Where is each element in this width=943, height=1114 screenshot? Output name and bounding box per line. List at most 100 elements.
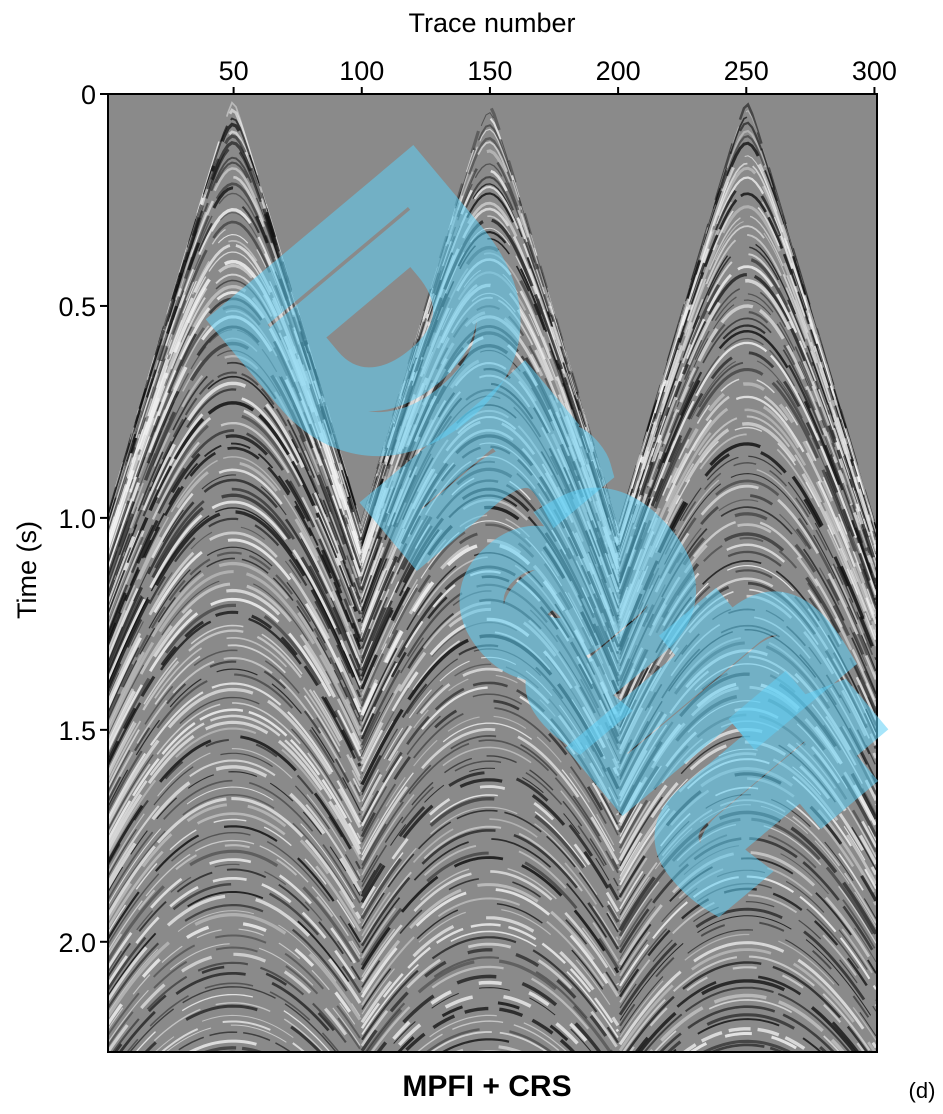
reflection bbox=[619, 608, 877, 769]
reflection bbox=[622, 955, 872, 1052]
reflection bbox=[108, 610, 362, 767]
reflection bbox=[360, 271, 620, 565]
reflection bbox=[360, 883, 620, 997]
reflection bbox=[108, 765, 362, 893]
reflection bbox=[165, 1024, 301, 1052]
reflection bbox=[618, 329, 877, 590]
reflection bbox=[118, 972, 348, 1052]
reflection bbox=[361, 674, 619, 820]
reflection bbox=[360, 245, 620, 556]
reflection bbox=[361, 693, 619, 836]
reflection bbox=[619, 473, 877, 672]
reflection bbox=[618, 941, 877, 1049]
reflection bbox=[108, 557, 361, 726]
reflection bbox=[108, 263, 362, 556]
reflection bbox=[618, 341, 877, 596]
reflection bbox=[618, 772, 877, 902]
reflection bbox=[361, 305, 619, 579]
x-tick-label: 200 bbox=[596, 56, 641, 86]
reflection bbox=[360, 829, 620, 950]
reflection bbox=[108, 858, 362, 972]
reflection bbox=[135, 993, 331, 1052]
reflection bbox=[618, 728, 877, 865]
reflection bbox=[108, 192, 361, 534]
chart-title: MPFI + CRS bbox=[402, 1070, 571, 1103]
reflection bbox=[619, 467, 877, 668]
reflection bbox=[108, 687, 362, 829]
x-tick-label: 150 bbox=[467, 56, 512, 86]
reflection bbox=[361, 349, 619, 599]
reflection bbox=[376, 974, 602, 1052]
y-tick-label: 0.5 bbox=[58, 292, 96, 322]
reflection bbox=[390, 993, 588, 1052]
reflection bbox=[618, 205, 877, 544]
reflection bbox=[108, 720, 362, 855]
reflection bbox=[108, 510, 362, 693]
reflection bbox=[108, 434, 362, 643]
reflection bbox=[108, 531, 362, 708]
reflection bbox=[108, 407, 362, 626]
reflection bbox=[108, 500, 362, 686]
reflection bbox=[108, 890, 361, 1000]
reflection bbox=[360, 856, 620, 974]
reflection bbox=[108, 752, 361, 881]
reflection bbox=[619, 628, 877, 785]
reflection bbox=[619, 663, 877, 812]
reflection bbox=[618, 523, 877, 707]
reflection bbox=[653, 999, 841, 1052]
reflection bbox=[620, 1058, 876, 1109]
reflection bbox=[108, 771, 361, 896]
reflection bbox=[108, 702, 361, 839]
reflection bbox=[360, 699, 620, 842]
reflection bbox=[365, 958, 613, 1052]
reflection bbox=[360, 487, 620, 682]
reflection bbox=[618, 681, 877, 827]
reflection bbox=[618, 810, 877, 935]
reflection bbox=[619, 361, 877, 606]
reflection bbox=[619, 857, 877, 974]
reflection bbox=[618, 740, 877, 876]
reflection bbox=[108, 794, 361, 916]
reflection bbox=[108, 493, 362, 682]
reflection bbox=[619, 246, 877, 556]
reflection bbox=[361, 648, 619, 800]
reflection bbox=[108, 461, 362, 660]
reflection bbox=[108, 551, 362, 722]
reflection bbox=[108, 478, 362, 671]
reflection bbox=[619, 433, 877, 647]
reflection bbox=[108, 207, 362, 538]
reflection bbox=[108, 882, 362, 994]
reflection bbox=[360, 283, 620, 570]
reflection bbox=[618, 421, 877, 641]
reflection bbox=[618, 594, 877, 759]
reflection bbox=[416, 1020, 562, 1052]
reflection bbox=[108, 354, 362, 597]
reflection bbox=[648, 993, 846, 1052]
reflection bbox=[361, 722, 619, 860]
reflection bbox=[618, 685, 877, 831]
reflection bbox=[688, 1032, 806, 1052]
reflection bbox=[619, 929, 877, 1037]
reflection bbox=[360, 523, 620, 707]
reflection bbox=[360, 667, 620, 816]
reflection bbox=[108, 727, 361, 860]
reflection bbox=[108, 329, 361, 583]
reflection bbox=[108, 877, 362, 989]
reflection bbox=[108, 525, 361, 703]
reflection bbox=[361, 415, 619, 636]
reflection bbox=[618, 484, 877, 680]
reflection bbox=[619, 536, 877, 716]
reflection bbox=[360, 796, 620, 923]
reflection bbox=[619, 499, 877, 689]
reflection bbox=[361, 460, 619, 664]
reflection bbox=[108, 624, 361, 777]
plot-area bbox=[108, 94, 877, 1109]
reflection bbox=[361, 767, 619, 897]
reflection bbox=[619, 225, 877, 549]
reflection bbox=[619, 799, 877, 924]
reflection bbox=[618, 494, 877, 687]
reflection bbox=[618, 543, 877, 721]
reflection bbox=[360, 948, 619, 1052]
reflection bbox=[618, 649, 877, 801]
reflection bbox=[361, 746, 619, 880]
